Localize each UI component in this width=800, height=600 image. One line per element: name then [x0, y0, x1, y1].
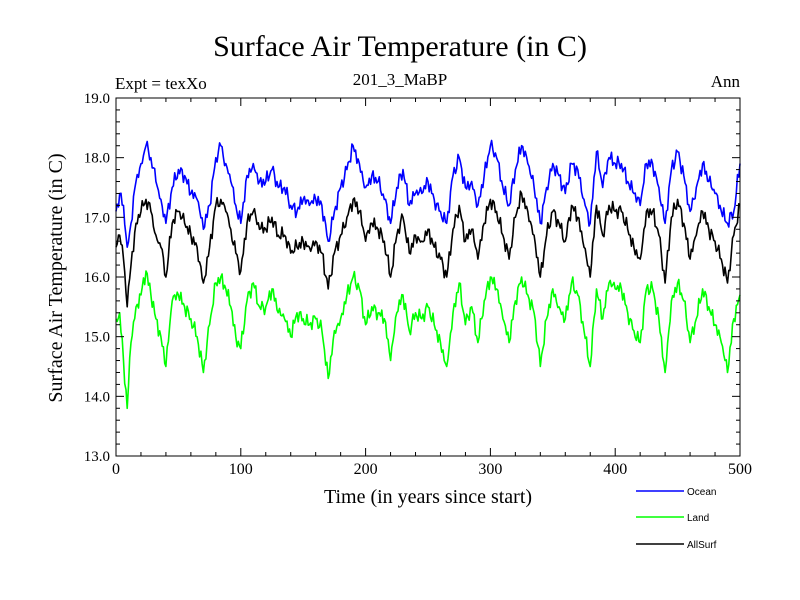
y-axis-label: Surface Air Temperature (in C) [45, 153, 67, 402]
series-layer [115, 139, 741, 410]
legend-label-ocean: Ocean [687, 487, 716, 498]
plot-frame [115, 97, 741, 457]
x-tick-label: 400 [603, 461, 627, 478]
y-tick-label: 16.0 [84, 270, 110, 286]
legend: Ocean Land AllSurf [636, 487, 717, 551]
y-tick-label: 17.0 [84, 210, 110, 226]
chart-subtitle: 201_3_MaBP [352, 70, 448, 89]
series-line-land [115, 270, 741, 410]
axis-layer: 0 100 200 300 400 500 13.0 14.0 15.0 16.0 17.0 18.0… [84, 91, 752, 478]
x-axis-label: Time (in years since start) [324, 486, 532, 508]
y-tick-label: 15.0 [84, 330, 110, 346]
legend-label-land: Land [687, 513, 709, 524]
season-label: Ann [710, 72, 740, 91]
x-tick-label: 200 [354, 461, 378, 478]
y-tick-label: 18.0 [84, 151, 110, 167]
x-tick-label: 0 [112, 461, 120, 478]
y-tick-label: 19.0 [84, 91, 110, 107]
series-line-ocean [115, 139, 741, 248]
y-tick-label: 14.0 [84, 389, 110, 405]
x-tick-label: 100 [229, 461, 253, 478]
legend-label-allsurf: AllSurf [687, 540, 717, 551]
chart-title: Surface Air Temperature (in C) [213, 30, 587, 63]
series-line-allsurf [115, 190, 741, 308]
x-tick-label: 500 [728, 461, 752, 478]
x-tick-label: 300 [478, 461, 502, 478]
y-tick-label: 13.0 [84, 449, 110, 465]
experiment-label: Expt = texXo [115, 74, 207, 93]
